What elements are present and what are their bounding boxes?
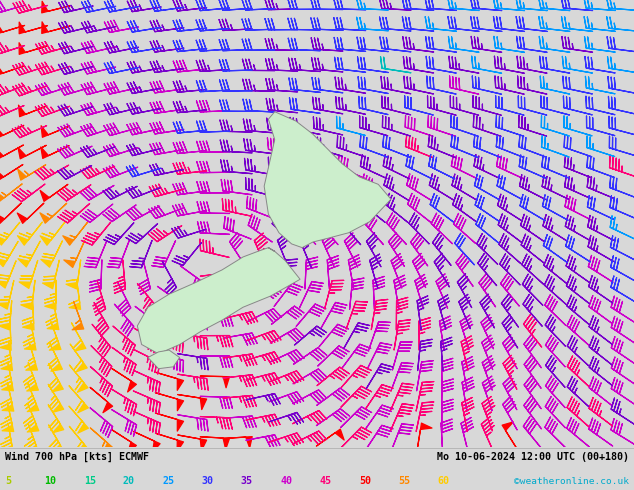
Text: 45: 45 [320,476,332,486]
Text: 40: 40 [280,476,292,486]
Text: 15: 15 [84,476,96,486]
Polygon shape [138,247,300,354]
Text: 50: 50 [359,476,371,486]
Text: 5: 5 [5,476,11,486]
Text: 55: 55 [398,476,410,486]
Text: 10: 10 [44,476,56,486]
Text: ©weatheronline.co.uk: ©weatheronline.co.uk [514,477,629,486]
Text: 35: 35 [241,476,253,486]
Text: Mo 10-06-2024 12:00 UTC (00+180): Mo 10-06-2024 12:00 UTC (00+180) [437,452,629,462]
Polygon shape [264,112,391,247]
Polygon shape [148,350,179,368]
Text: Wind 700 hPa [kts] ECMWF: Wind 700 hPa [kts] ECMWF [5,452,149,462]
Text: 25: 25 [162,476,174,486]
Text: 30: 30 [202,476,214,486]
Text: 20: 20 [123,476,135,486]
Text: 60: 60 [437,476,450,486]
